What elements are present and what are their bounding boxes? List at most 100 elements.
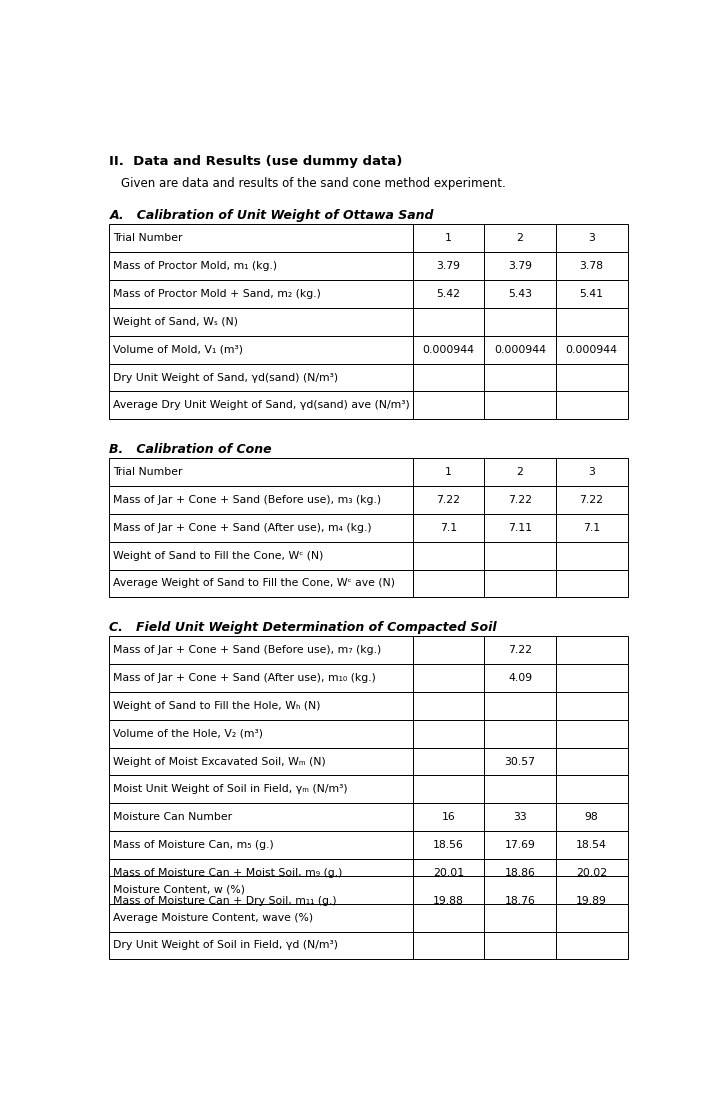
Bar (413, 252, 484, 281)
Bar (109, 364, 413, 391)
Bar (413, 636, 484, 664)
Bar (109, 570, 413, 597)
Bar (556, 541, 628, 570)
Bar (484, 308, 556, 335)
Bar (556, 486, 628, 514)
Bar (556, 876, 628, 904)
Bar (109, 514, 413, 541)
Bar (556, 636, 628, 664)
Text: Weight of Sand to Fill the Cone, Wᶜ (N): Weight of Sand to Fill the Cone, Wᶜ (N) (114, 550, 324, 560)
Bar (484, 692, 556, 720)
Text: 0.000944: 0.000944 (566, 344, 618, 355)
Bar (484, 776, 556, 803)
Bar (413, 308, 484, 335)
Bar (109, 932, 413, 959)
Bar (109, 887, 413, 915)
Bar (109, 458, 413, 486)
Bar (556, 803, 628, 831)
Bar (556, 776, 628, 803)
Bar (556, 391, 628, 420)
Bar (556, 514, 628, 541)
Bar (556, 747, 628, 776)
Bar (109, 803, 413, 831)
Bar (484, 720, 556, 747)
Bar (413, 335, 484, 364)
Bar (484, 932, 556, 959)
Text: 18.86: 18.86 (504, 868, 535, 878)
Bar (484, 514, 556, 541)
Text: Volume of Mold, V₁ (m³): Volume of Mold, V₁ (m³) (114, 344, 243, 355)
Bar (484, 859, 556, 887)
Bar (484, 335, 556, 364)
Bar (413, 720, 484, 747)
Bar (556, 932, 628, 959)
Bar (556, 458, 628, 486)
Bar (109, 747, 413, 776)
Bar (109, 876, 413, 904)
Text: A.   Calibration of Unit Weight of Ottawa Sand: A. Calibration of Unit Weight of Ottawa … (109, 209, 434, 222)
Bar (109, 281, 413, 308)
Bar (484, 636, 556, 664)
Bar (484, 225, 556, 252)
Bar (413, 570, 484, 597)
Bar (556, 570, 628, 597)
Bar (413, 458, 484, 486)
Bar (109, 692, 413, 720)
Text: 7.22: 7.22 (508, 646, 532, 655)
Text: 1: 1 (445, 233, 452, 243)
Bar (484, 486, 556, 514)
Bar (109, 776, 413, 803)
Text: Volume of the Hole, V₂ (m³): Volume of the Hole, V₂ (m³) (114, 729, 263, 739)
Text: Weight of Sand, Wₛ (N): Weight of Sand, Wₛ (N) (114, 317, 238, 327)
Text: Moisture Can Number: Moisture Can Number (114, 812, 232, 822)
Bar (109, 664, 413, 692)
Bar (556, 692, 628, 720)
Text: 19.89: 19.89 (576, 895, 607, 905)
Bar (556, 859, 628, 887)
Bar (109, 541, 413, 570)
Bar (413, 859, 484, 887)
Bar (484, 281, 556, 308)
Bar (109, 486, 413, 514)
Text: 0.000944: 0.000944 (494, 344, 546, 355)
Text: Mass of Jar + Cone + Sand (After use), m₄ (kg.): Mass of Jar + Cone + Sand (After use), m… (114, 523, 372, 533)
Bar (484, 364, 556, 391)
Bar (484, 541, 556, 570)
Text: Mass of Moisture Can + Dry Soil, m₁₁ (g.): Mass of Moisture Can + Dry Soil, m₁₁ (g.… (114, 895, 337, 905)
Bar (109, 904, 413, 932)
Text: 7.1: 7.1 (583, 523, 600, 533)
Text: 3: 3 (588, 467, 595, 477)
Text: 1: 1 (445, 467, 452, 477)
Bar (109, 335, 413, 364)
Bar (484, 904, 556, 932)
Text: Given are data and results of the sand cone method experiment.: Given are data and results of the sand c… (121, 178, 505, 190)
Text: Mass of Jar + Cone + Sand (Before use), m₇ (kg.): Mass of Jar + Cone + Sand (Before use), … (114, 646, 382, 655)
Bar (484, 391, 556, 420)
Bar (484, 664, 556, 692)
Text: 0.000944: 0.000944 (422, 344, 475, 355)
Bar (413, 904, 484, 932)
Text: Mass of Moisture Can, m₅ (g.): Mass of Moisture Can, m₅ (g.) (114, 840, 274, 850)
Bar (556, 720, 628, 747)
Bar (556, 252, 628, 281)
Text: 3.78: 3.78 (580, 261, 603, 271)
Bar (484, 458, 556, 486)
Text: Dry Unit Weight of Sand, γd(sand) (N/m³): Dry Unit Weight of Sand, γd(sand) (N/m³) (114, 373, 339, 383)
Text: Average Weight of Sand to Fill the Cone, Wᶜ ave (N): Average Weight of Sand to Fill the Cone,… (114, 579, 395, 589)
Bar (413, 486, 484, 514)
Text: 5.41: 5.41 (580, 289, 603, 299)
Bar (556, 364, 628, 391)
Text: Average Moisture Content, wave (%): Average Moisture Content, wave (%) (114, 913, 313, 923)
Text: 7.22: 7.22 (508, 495, 532, 505)
Text: 7.22: 7.22 (436, 495, 460, 505)
Text: 18.54: 18.54 (576, 840, 607, 850)
Bar (413, 514, 484, 541)
Bar (556, 225, 628, 252)
Bar (109, 252, 413, 281)
Bar (413, 692, 484, 720)
Bar (109, 225, 413, 252)
Text: Mass of Moisture Can + Moist Soil, m₉ (g.): Mass of Moisture Can + Moist Soil, m₉ (g… (114, 868, 343, 878)
Bar (484, 252, 556, 281)
Text: Weight of Moist Excavated Soil, Wₘ (N): Weight of Moist Excavated Soil, Wₘ (N) (114, 756, 326, 766)
Text: 7.11: 7.11 (508, 523, 532, 533)
